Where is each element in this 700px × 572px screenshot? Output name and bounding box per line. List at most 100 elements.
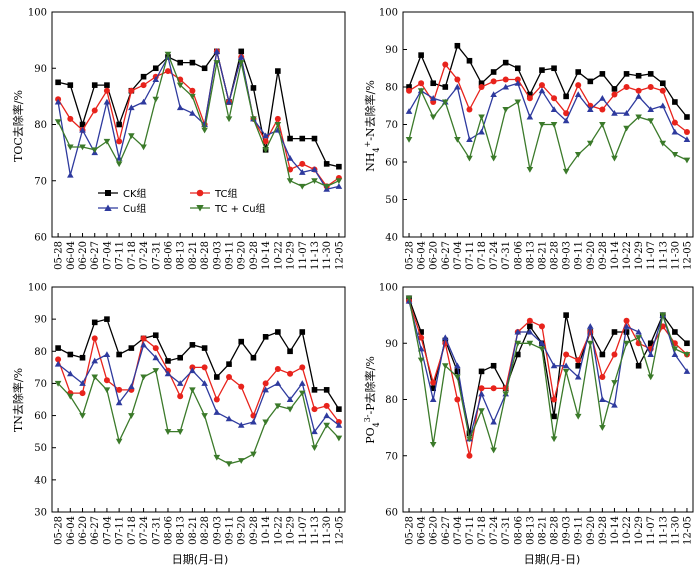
data-point: [586, 140, 594, 147]
legend: CK组 TC组 Cu组 TC + Cu组: [98, 187, 266, 215]
data-point: [103, 138, 111, 145]
data-point: [237, 53, 245, 60]
y-tick-label: 60: [34, 233, 47, 244]
data-point: [611, 329, 618, 335]
data-point: [323, 422, 330, 429]
data-point: [225, 98, 233, 105]
data-point: [611, 109, 618, 116]
x-tick-label: 12-05: [334, 241, 345, 270]
x-tick-label: 06-20: [78, 516, 89, 545]
x-tick-label: 10-29: [286, 241, 297, 270]
data-point: [201, 380, 208, 386]
x-tick-label: 09-03: [562, 241, 573, 270]
data-point: [574, 373, 582, 380]
data-point: [323, 183, 330, 190]
x-tick-label: 11-13: [310, 241, 321, 270]
data-point: [152, 368, 160, 374]
x-tick-label: 07-04: [102, 516, 113, 545]
x-tick-label: 11-07: [646, 241, 657, 270]
data-point: [623, 84, 630, 90]
data-point: [262, 132, 269, 139]
data-point: [311, 387, 318, 393]
y-tick-label: 70: [34, 379, 47, 390]
data-point: [502, 391, 510, 398]
x-tick-label: 09-20: [586, 241, 597, 270]
x-tick-label: 07-18: [477, 516, 488, 545]
y-tick-label: 30: [34, 508, 47, 519]
data-point: [176, 380, 184, 386]
x-tick-label: 08-13: [525, 516, 536, 545]
data-point: [466, 136, 473, 142]
data-point: [286, 178, 294, 185]
data-point: [611, 86, 618, 92]
data-point: [671, 128, 679, 135]
data-point: [478, 390, 485, 397]
data-point: [611, 351, 618, 358]
x-tick-label: 09-03: [212, 516, 223, 545]
data-point: [250, 418, 257, 425]
y-tick-label: 90: [34, 64, 47, 75]
data-point: [466, 452, 473, 459]
data-point: [454, 368, 461, 375]
data-point: [287, 370, 294, 377]
data-point: [54, 98, 62, 105]
x-tick-label: 10-14: [610, 516, 621, 545]
data-point: [442, 61, 449, 68]
x-tick-label: 06-27: [90, 241, 101, 270]
data-point: [684, 114, 690, 120]
y-axis-label: PO43--P去除率/%: [363, 356, 381, 444]
x-tick-label: 11-30: [670, 516, 681, 545]
x-tick-label: 10-14: [610, 241, 621, 270]
x-tick-label: 09-11: [574, 516, 585, 545]
data-point: [91, 374, 99, 381]
y-tick-label: 60: [34, 411, 47, 422]
x-tick-label: 09-20: [237, 241, 248, 270]
data-point: [262, 380, 269, 387]
data-point: [201, 413, 208, 419]
x-tick-label: 08-21: [537, 241, 548, 270]
data-point: [635, 72, 642, 79]
data-point: [502, 107, 510, 113]
x-tick-label: 07-18: [127, 516, 138, 545]
x-tick-label: 12-05: [334, 516, 345, 545]
x-tick-label: 11-07: [298, 241, 309, 270]
data-point: [91, 107, 98, 114]
x-tick-label: 06-04: [66, 241, 77, 270]
x-tick-label: 11-30: [322, 516, 333, 545]
y-tick-label: 90: [34, 315, 47, 326]
data-point: [418, 52, 424, 58]
data-point: [67, 351, 74, 358]
data-point: [635, 335, 642, 341]
data-point: [116, 121, 122, 128]
x-axis-label: 日期(月-日): [172, 553, 229, 566]
data-point: [490, 91, 497, 97]
data-point: [490, 69, 497, 75]
data-point: [635, 362, 642, 369]
data-point: [671, 119, 678, 126]
x-tick-label: 08-28: [550, 516, 561, 545]
data-point: [478, 408, 485, 415]
data-point: [538, 346, 546, 353]
series-line: [57, 51, 340, 190]
data-point: [671, 152, 679, 158]
data-point: [298, 390, 306, 397]
data-point: [490, 155, 497, 162]
y-tick-label: 40: [34, 475, 47, 486]
y-tick-label: 50: [34, 443, 47, 454]
x-tick-label: 07-24: [489, 516, 500, 545]
data-point: [586, 340, 594, 347]
data-point: [103, 98, 111, 105]
x-tick-label: 10-14: [261, 241, 272, 270]
data-point: [659, 312, 667, 319]
plot-frame: [402, 286, 694, 513]
data-point: [115, 399, 123, 406]
data-point: [274, 122, 282, 128]
data-point: [176, 82, 184, 89]
x-tick-label: 08-28: [550, 241, 561, 270]
legend-item-ck: CK组: [98, 187, 147, 200]
data-point: [526, 328, 534, 335]
data-point: [189, 109, 196, 116]
series-line: [408, 44, 688, 118]
